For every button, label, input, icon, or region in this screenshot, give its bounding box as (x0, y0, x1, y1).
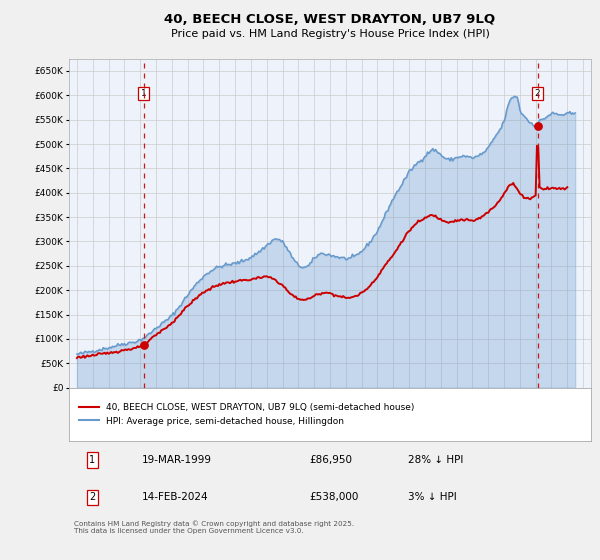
Text: 1: 1 (89, 455, 95, 465)
Text: £538,000: £538,000 (309, 492, 358, 502)
Text: 14-FEB-2024: 14-FEB-2024 (142, 492, 209, 502)
Text: 2: 2 (89, 492, 95, 502)
Point (139, 340, 148, 349)
Point (533, 121, 542, 130)
Text: Price paid vs. HM Land Registry's House Price Index (HPI): Price paid vs. HM Land Registry's House … (170, 29, 490, 39)
Text: 19-MAR-1999: 19-MAR-1999 (142, 455, 212, 465)
Text: 40, BEECH CLOSE, WEST DRAYTON, UB7 9LQ: 40, BEECH CLOSE, WEST DRAYTON, UB7 9LQ (164, 13, 496, 26)
Text: 1: 1 (140, 89, 146, 98)
Text: Contains HM Land Registry data © Crown copyright and database right 2025.
This d: Contains HM Land Registry data © Crown c… (74, 521, 355, 534)
Text: 2: 2 (535, 89, 541, 98)
Text: £86,950: £86,950 (309, 455, 352, 465)
Text: 3% ↓ HPI: 3% ↓ HPI (409, 492, 457, 502)
Legend: 40, BEECH CLOSE, WEST DRAYTON, UB7 9LQ (semi-detached house), HPI: Average price: 40, BEECH CLOSE, WEST DRAYTON, UB7 9LQ (… (79, 403, 414, 426)
Text: 28% ↓ HPI: 28% ↓ HPI (409, 455, 464, 465)
